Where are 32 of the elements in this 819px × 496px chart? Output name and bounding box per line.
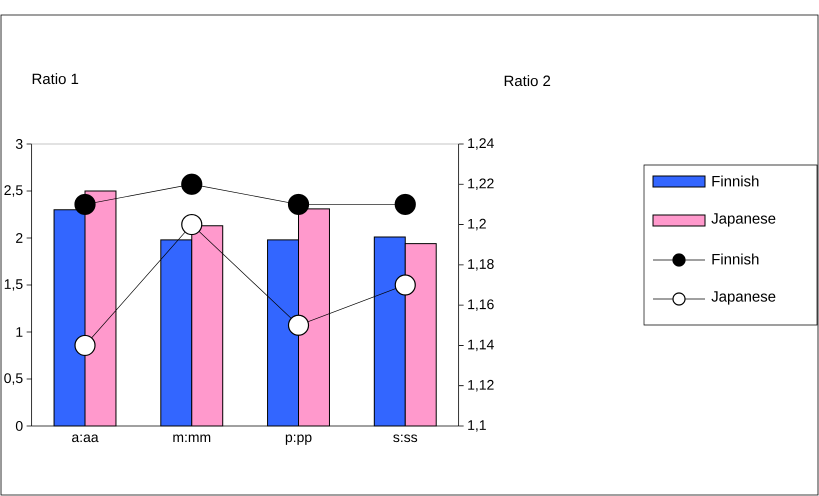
y2-tick-label: 1,16 bbox=[468, 299, 494, 311]
y-tick-label: 0 bbox=[16, 421, 23, 431]
y-tick-label: 2,5 bbox=[4, 185, 23, 197]
x-tick-label: a:aa bbox=[72, 434, 99, 442]
y-tick-label: 3 bbox=[16, 139, 22, 149]
point bbox=[74, 194, 96, 216]
x-tick-label: s:ss bbox=[393, 434, 418, 442]
legend-label: Japanese bbox=[711, 213, 776, 227]
y-tick-label: 2 bbox=[16, 233, 22, 243]
point bbox=[394, 274, 416, 296]
x-tick-label: m:mm bbox=[173, 434, 210, 442]
point bbox=[394, 194, 416, 216]
y-tick-label: 1,5 bbox=[4, 279, 23, 291]
y2-tick-label: 1,14 bbox=[468, 340, 494, 352]
point bbox=[288, 314, 310, 336]
point bbox=[74, 334, 96, 356]
legend-label: Finnish bbox=[712, 175, 758, 186]
y2-axis-title: Ratio 2 bbox=[504, 75, 550, 86]
y2-tick-label: 1,24 bbox=[468, 138, 494, 150]
y-tick-label: 0,5 bbox=[4, 373, 23, 385]
legend-label: Finnish bbox=[712, 253, 758, 264]
point bbox=[181, 174, 202, 195]
y-axis-title: Ratio 1 bbox=[32, 73, 78, 84]
y2-tick-label: 1,2 bbox=[468, 218, 486, 230]
y2-tick-label: 1,1 bbox=[468, 420, 486, 432]
point bbox=[288, 194, 310, 216]
y2-tick-label: 1,22 bbox=[468, 178, 494, 190]
y2-tick-label: 1,12 bbox=[468, 380, 494, 392]
legend-label: Japanese bbox=[711, 291, 776, 305]
x-tick-label: p:pp bbox=[286, 434, 312, 445]
y2-tick-label: 1,18 bbox=[468, 259, 494, 271]
y-tick-label: 1 bbox=[16, 327, 22, 337]
